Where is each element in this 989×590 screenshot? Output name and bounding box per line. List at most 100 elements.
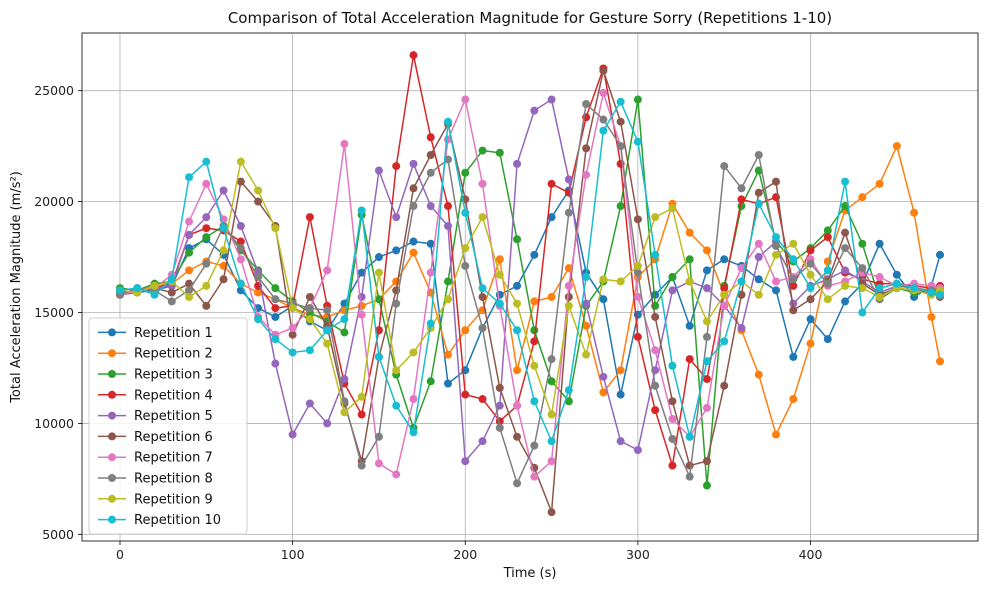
legend-marker — [108, 474, 116, 482]
data-point — [236, 279, 245, 288]
data-point — [633, 446, 642, 455]
data-point — [444, 117, 452, 126]
data-point — [582, 144, 591, 153]
data-point — [702, 246, 711, 255]
data-point — [530, 250, 539, 259]
data-point — [254, 273, 263, 282]
data-point — [547, 292, 556, 301]
series-repetition-10 — [115, 97, 945, 446]
data-point — [444, 350, 452, 359]
data-point — [685, 432, 694, 441]
legend-label: Repetition 2 — [134, 347, 213, 362]
x-axis-label: Time (s) — [503, 566, 557, 581]
data-point — [841, 177, 850, 186]
data-point — [668, 273, 677, 282]
data-point — [167, 275, 176, 284]
data-point — [219, 275, 228, 284]
data-point — [426, 133, 435, 142]
data-point — [651, 406, 660, 415]
data-point — [392, 299, 401, 308]
data-point — [392, 366, 401, 375]
x-tick-label: 100 — [281, 547, 305, 562]
data-point — [616, 437, 625, 446]
data-point — [305, 213, 314, 222]
data-point — [685, 277, 694, 286]
data-point — [167, 288, 176, 297]
data-point — [702, 403, 711, 412]
data-point — [564, 281, 573, 290]
data-point — [461, 261, 470, 270]
data-point — [789, 306, 798, 315]
data-point — [185, 266, 194, 275]
data-point — [858, 284, 867, 293]
y-tick-label: 25000 — [34, 83, 74, 98]
data-point — [547, 457, 556, 466]
data-point — [271, 284, 280, 293]
data-point — [616, 97, 625, 106]
data-point — [202, 281, 211, 290]
data-point — [720, 255, 729, 264]
data-point — [513, 299, 522, 308]
legend-marker — [108, 411, 116, 420]
data-point — [547, 355, 556, 364]
data-point — [720, 284, 729, 293]
data-point — [185, 173, 194, 182]
data-point — [599, 275, 608, 284]
data-point — [875, 179, 884, 188]
legend-label: Repetition 4 — [134, 388, 213, 403]
data-point — [357, 410, 366, 419]
data-point — [426, 151, 435, 160]
data-point — [892, 270, 901, 279]
data-point — [374, 459, 383, 468]
data-point — [288, 330, 297, 339]
x-tick-label: 300 — [626, 547, 650, 562]
data-point — [754, 370, 763, 379]
data-point — [236, 244, 245, 253]
data-point — [599, 115, 608, 124]
data-point — [754, 275, 763, 284]
data-point — [461, 244, 470, 253]
data-point — [426, 202, 435, 211]
data-point — [823, 295, 832, 304]
data-point — [547, 437, 556, 446]
data-point — [530, 361, 539, 370]
data-point — [564, 397, 573, 406]
data-point — [461, 390, 470, 399]
legend-marker — [108, 494, 116, 503]
data-point — [806, 315, 815, 324]
data-point — [875, 284, 884, 293]
data-point — [668, 361, 677, 370]
data-point — [823, 266, 832, 275]
data-point — [668, 414, 677, 423]
data-point — [823, 279, 832, 288]
data-point — [271, 304, 280, 313]
data-point — [340, 375, 349, 384]
data-point — [374, 268, 383, 277]
data-point — [841, 297, 850, 306]
data-point — [789, 239, 798, 248]
data-point — [202, 301, 211, 310]
data-point — [841, 266, 850, 275]
data-point — [789, 395, 798, 404]
data-point — [478, 146, 487, 155]
data-point — [651, 381, 660, 390]
data-point — [513, 401, 522, 410]
data-point — [444, 222, 452, 230]
data-point — [806, 339, 815, 348]
data-point — [616, 142, 625, 151]
data-point — [236, 177, 245, 186]
data-point — [582, 350, 591, 359]
legend-marker — [108, 390, 116, 399]
data-point — [236, 255, 245, 264]
data-point — [789, 255, 798, 264]
data-point — [858, 193, 867, 202]
data-point — [633, 332, 642, 341]
data-point — [754, 151, 763, 160]
data-point — [513, 366, 522, 375]
data-point — [271, 359, 280, 368]
data-point — [599, 88, 608, 97]
x-axis-ticks: 0 100 200 300 400 — [116, 541, 823, 562]
data-point — [219, 224, 228, 233]
